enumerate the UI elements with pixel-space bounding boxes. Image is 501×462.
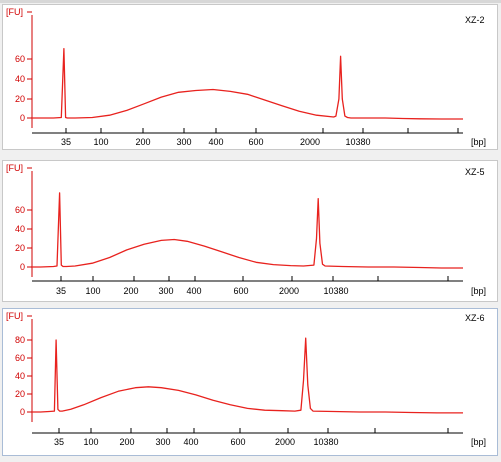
- x-tick-label-300: 300: [176, 137, 191, 147]
- x-tick-label-2000: 2000: [275, 437, 295, 447]
- y-tick-label-40: 40: [15, 224, 25, 234]
- x-tick-label-400: 400: [208, 137, 223, 147]
- x-tick-label-400: 400: [186, 286, 201, 296]
- panel-xz-5[interactable]: [FU] 0 20 40 60 35 100 200 300 400 600 2000 10380 [bp…: [2, 160, 498, 302]
- trace-series-0: [32, 192, 463, 269]
- trace-series-0: [32, 337, 463, 414]
- x-tick-label-35: 35: [54, 437, 64, 447]
- x-tick-label-100: 100: [85, 286, 100, 296]
- y-tick-label-60: 60: [15, 353, 25, 363]
- y-tick-label-0: 0: [20, 113, 25, 123]
- y-tick-label-0: 0: [20, 407, 25, 417]
- x-tick-label-400: 400: [183, 437, 198, 447]
- y-unit-label: [FU]: [6, 163, 23, 173]
- x-tick-label-10380: 10380: [345, 137, 370, 147]
- panel-xz-2[interactable]: [FU] 0 20 40 60 35 100 200 300 400 600 2000 10380 [bp…: [2, 4, 498, 150]
- y-tick-label-0: 0: [20, 262, 25, 272]
- trace-series-0: [32, 48, 463, 120]
- chart-xz-6: [FU] 0 20 40 60 80 35 100 200 300 400 600 2000 10380 […: [6, 311, 486, 447]
- chart-title: XZ-6: [465, 313, 485, 323]
- x-unit-label: [bp]: [471, 137, 486, 147]
- x-tick-label-600: 600: [230, 437, 245, 447]
- x-tick-label-100: 100: [93, 137, 108, 147]
- x-unit-label: [bp]: [471, 437, 486, 447]
- y-tick-label-20: 20: [15, 389, 25, 399]
- chart-title: XZ-5: [465, 167, 485, 177]
- x-tick-label-200: 200: [123, 286, 138, 296]
- chart-xz-2: [FU] 0 20 40 60 35 100 200 300 400 600 2000 10380 [bp…: [6, 7, 486, 147]
- y-tick-label-20: 20: [15, 243, 25, 253]
- y-tick-label-40: 40: [15, 371, 25, 381]
- y-tick-label-80: 80: [15, 335, 25, 345]
- y-tick-label-20: 20: [15, 94, 25, 104]
- x-tick-label-10380: 10380: [313, 437, 338, 447]
- x-tick-label-100: 100: [83, 437, 98, 447]
- x-tick-label-300: 300: [155, 437, 170, 447]
- y-tick-label-60: 60: [15, 54, 25, 64]
- x-tick-label-10380: 10380: [323, 286, 348, 296]
- x-tick-label-600: 600: [248, 137, 263, 147]
- x-unit-label: [bp]: [471, 286, 486, 296]
- y-unit-label: [FU]: [6, 311, 23, 321]
- x-tick-label-2000: 2000: [279, 286, 299, 296]
- y-tick-label-40: 40: [15, 74, 25, 84]
- x-tick-label-35: 35: [56, 286, 66, 296]
- chart-title: XZ-2: [465, 15, 485, 25]
- chart-xz-5: [FU] 0 20 40 60 35 100 200 300 400 600 2000 10380 [bp…: [6, 163, 486, 296]
- window-top-border: [0, 0, 501, 3]
- panel-xz-6[interactable]: [FU] 0 20 40 60 80 35 100 200 300 400 600 2000 10380 […: [2, 308, 498, 456]
- x-tick-label-200: 200: [119, 437, 134, 447]
- y-tick-label-60: 60: [15, 205, 25, 215]
- x-tick-label-300: 300: [158, 286, 173, 296]
- x-tick-label-200: 200: [135, 137, 150, 147]
- x-tick-label-600: 600: [233, 286, 248, 296]
- x-tick-label-35: 35: [61, 137, 71, 147]
- y-unit-label: [FU]: [6, 7, 23, 17]
- x-tick-label-2000: 2000: [300, 137, 320, 147]
